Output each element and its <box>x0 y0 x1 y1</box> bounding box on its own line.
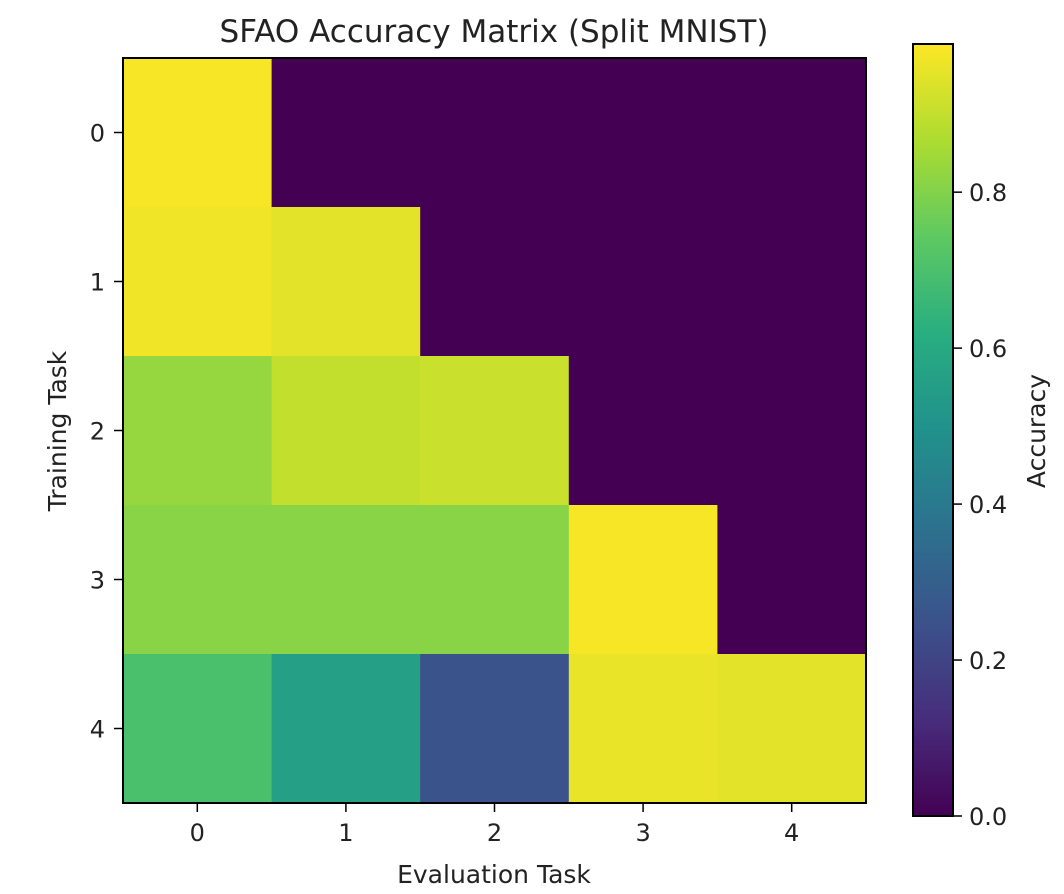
heatmap-cell <box>717 207 867 357</box>
colorbar-tick-label: 0.4 <box>969 491 1007 519</box>
colorbar-tick-label: 0.2 <box>969 647 1007 675</box>
heatmap-cell <box>271 207 421 357</box>
heatmap-cell <box>717 356 867 506</box>
x-tick-label: 1 <box>338 819 353 847</box>
heatmap-cell <box>123 654 273 804</box>
heatmap-cell <box>717 58 867 208</box>
heatmap-cell <box>123 58 273 208</box>
heatmap-cell <box>717 654 867 804</box>
x-tick-label: 4 <box>784 819 799 847</box>
heatmap-cells <box>123 58 867 804</box>
heatmap-cell <box>568 207 718 357</box>
heatmap-cell <box>568 58 718 208</box>
y-tick-label: 2 <box>90 418 105 446</box>
x-axis-label: Evaluation Task <box>397 860 591 889</box>
heatmap-cell <box>420 654 570 804</box>
heatmap-cell <box>271 654 421 804</box>
heatmap-cell <box>123 356 273 506</box>
x-axis-ticks: 0 1 2 3 4 <box>190 803 799 847</box>
heatmap-cell <box>568 654 718 804</box>
heatmap-cell <box>420 356 570 506</box>
colorbar-tick-label: 0.6 <box>969 335 1007 363</box>
heatmap-cell <box>420 58 570 208</box>
chart-title: SFAO Accuracy Matrix (Split MNIST) <box>220 14 769 50</box>
heatmap-cell <box>271 505 421 655</box>
colorbar-label: Accuracy <box>1022 374 1051 488</box>
y-tick-label: 0 <box>90 120 105 148</box>
y-axis-label: Training Task <box>43 350 72 512</box>
x-tick-label: 0 <box>190 819 205 847</box>
x-tick-label: 2 <box>487 819 502 847</box>
x-tick-label: 3 <box>635 819 650 847</box>
y-tick-label: 3 <box>90 567 105 595</box>
heatmap-cell <box>420 207 570 357</box>
y-axis-ticks: 0 1 2 3 4 <box>90 120 123 744</box>
heatmap-cell <box>717 505 867 655</box>
heatmap-cell <box>123 505 273 655</box>
heatmap-cell <box>271 356 421 506</box>
y-tick-label: 4 <box>90 716 105 744</box>
heatmap-cell <box>123 207 273 357</box>
heatmap-cell <box>568 505 718 655</box>
colorbar-ticks: 0.0 0.2 0.4 0.6 0.8 <box>953 179 1007 831</box>
heatmap-cell <box>420 505 570 655</box>
heatmap-cell <box>568 356 718 506</box>
y-tick-label: 1 <box>90 269 105 297</box>
colorbar-tick-label: 0.8 <box>969 179 1007 207</box>
heatmap-cell <box>271 58 421 208</box>
colorbar <box>912 43 954 817</box>
colorbar-tick-label: 0.0 <box>969 803 1007 831</box>
